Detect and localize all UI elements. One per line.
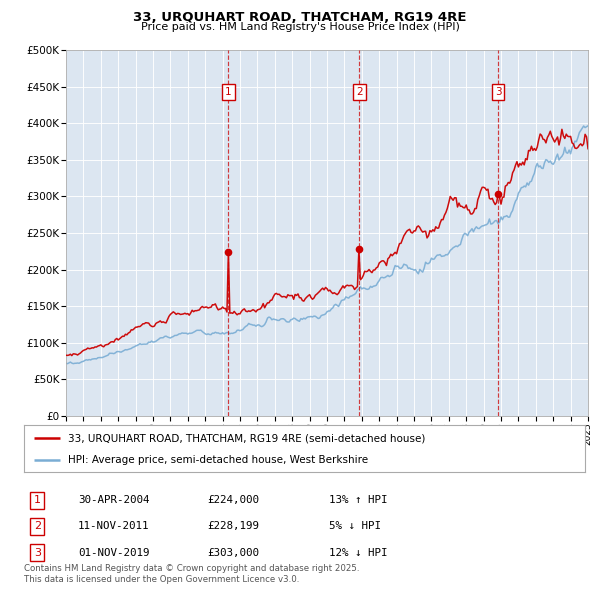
Text: 33, URQUHART ROAD, THATCHAM, RG19 4RE (semi-detached house): 33, URQUHART ROAD, THATCHAM, RG19 4RE (s… [68,433,425,443]
Text: 1: 1 [34,496,41,505]
Text: 1: 1 [225,87,232,97]
Text: £228,199: £228,199 [207,522,259,531]
Text: 12% ↓ HPI: 12% ↓ HPI [329,548,388,558]
Text: 2: 2 [34,522,41,531]
Text: HPI: Average price, semi-detached house, West Berkshire: HPI: Average price, semi-detached house,… [68,455,368,465]
Text: 11-NOV-2011: 11-NOV-2011 [78,522,149,531]
Text: 5% ↓ HPI: 5% ↓ HPI [329,522,381,531]
Text: This data is licensed under the Open Government Licence v3.0.: This data is licensed under the Open Gov… [24,575,299,584]
Text: 30-APR-2004: 30-APR-2004 [78,496,149,505]
Text: 2: 2 [356,87,362,97]
Text: 33, URQUHART ROAD, THATCHAM, RG19 4RE: 33, URQUHART ROAD, THATCHAM, RG19 4RE [133,11,467,24]
Text: 01-NOV-2019: 01-NOV-2019 [78,548,149,558]
Text: 13% ↑ HPI: 13% ↑ HPI [329,496,388,505]
Text: £303,000: £303,000 [207,548,259,558]
Text: Price paid vs. HM Land Registry's House Price Index (HPI): Price paid vs. HM Land Registry's House … [140,22,460,32]
Text: 3: 3 [495,87,502,97]
Text: Contains HM Land Registry data © Crown copyright and database right 2025.: Contains HM Land Registry data © Crown c… [24,565,359,573]
Text: £224,000: £224,000 [207,496,259,505]
Text: 3: 3 [34,548,41,558]
